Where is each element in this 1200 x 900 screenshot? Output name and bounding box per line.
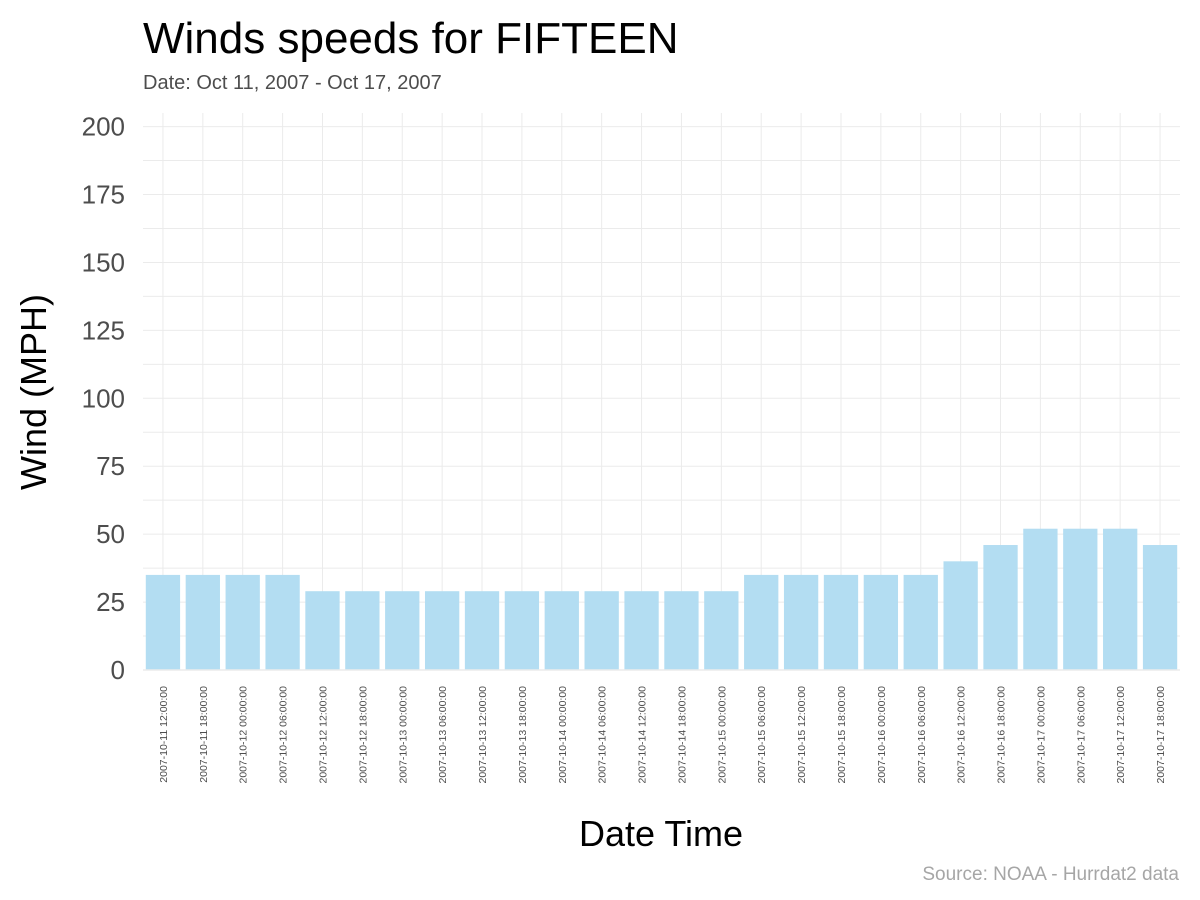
x-tick-label: 2007-10-17 06:00:00 (1075, 686, 1087, 784)
y-tick-label: 200 (82, 112, 125, 142)
y-tick-label: 125 (82, 315, 125, 345)
y-tick-label: 150 (82, 247, 125, 277)
x-tick-label: 2007-10-12 00:00:00 (238, 686, 250, 784)
x-tick-label: 2007-10-17 18:00:00 (1155, 686, 1167, 784)
bar (584, 591, 619, 670)
bar (664, 591, 699, 670)
x-tick-label: 2007-10-16 18:00:00 (996, 686, 1008, 784)
x-tick-label: 2007-10-16 12:00:00 (956, 686, 968, 784)
bar (1142, 545, 1178, 670)
bar (1103, 528, 1138, 670)
y-axis-ticks: 0 25 50 75 100 125 150 175 200 (82, 112, 125, 685)
x-tick-label: 2007-10-14 06:00:00 (597, 686, 609, 784)
bar (863, 574, 899, 670)
bar (265, 574, 300, 670)
x-tick-label: 2007-10-13 06:00:00 (437, 686, 449, 784)
bar (544, 591, 579, 670)
chart-subtitle: Date: Oct 11, 2007 - Oct 17, 2007 (143, 72, 442, 94)
y-tick-label: 0 (111, 655, 125, 685)
bar (943, 561, 978, 670)
y-tick-label: 175 (82, 180, 125, 210)
bar (504, 591, 540, 670)
x-tick-label: 2007-10-13 12:00:00 (477, 686, 489, 784)
x-tick-label: 2007-10-14 18:00:00 (676, 686, 688, 784)
y-tick-label: 75 (96, 451, 125, 481)
x-tick-label: 2007-10-12 12:00:00 (317, 686, 329, 784)
x-tick-label: 2007-10-12 06:00:00 (278, 686, 290, 784)
bar (783, 574, 819, 670)
bar (1063, 528, 1098, 670)
x-tick-label: 2007-10-16 06:00:00 (916, 686, 928, 784)
x-tick-label: 2007-10-15 18:00:00 (836, 686, 848, 784)
x-tick-label: 2007-10-13 00:00:00 (397, 686, 409, 784)
x-tick-label: 2007-10-15 06:00:00 (756, 686, 768, 784)
x-tick-label: 2007-10-17 12:00:00 (1115, 686, 1127, 784)
bar (1023, 528, 1058, 670)
y-tick-label: 100 (82, 383, 125, 413)
x-tick-label: 2007-10-12 18:00:00 (357, 686, 369, 784)
bar (185, 574, 220, 670)
y-tick-label: 50 (96, 519, 125, 549)
x-tick-label: 2007-10-15 12:00:00 (796, 686, 808, 784)
x-tick-label: 2007-10-14 12:00:00 (637, 686, 649, 784)
bar (464, 591, 500, 670)
x-tick-label: 2007-10-13 18:00:00 (517, 686, 529, 784)
bar (823, 574, 859, 670)
bar (424, 591, 460, 670)
bars (145, 528, 1178, 670)
x-tick-label: 2007-10-11 12:00:00 (158, 686, 170, 783)
x-tick-label: 2007-10-11 18:00:00 (198, 686, 210, 783)
chart-title: Winds speeds for FIFTEEN (143, 14, 678, 63)
x-axis-ticks: 2007-10-11 12:00:00 2007-10-11 18:00:00 20… (158, 686, 1167, 784)
x-tick-label: 2007-10-14 00:00:00 (557, 686, 569, 784)
x-tick-label: 2007-10-16 00:00:00 (876, 686, 888, 784)
bar (704, 591, 739, 670)
bar (903, 574, 938, 670)
chart-caption: Source: NOAA - Hurrdat2 data (922, 864, 1179, 885)
y-axis-title: Wind (MPH) (13, 294, 54, 490)
x-tick-label: 2007-10-15 00:00:00 (716, 686, 728, 784)
bar (305, 591, 340, 670)
bar (744, 574, 779, 670)
bar (145, 574, 181, 670)
x-axis-title: Date Time (579, 813, 743, 854)
bar (624, 591, 659, 670)
bar (345, 591, 380, 670)
y-tick-label: 25 (96, 587, 125, 617)
bar (225, 574, 260, 670)
x-tick-label: 2007-10-17 00:00:00 (1035, 686, 1047, 784)
bar (983, 545, 1018, 670)
bar (385, 591, 420, 670)
